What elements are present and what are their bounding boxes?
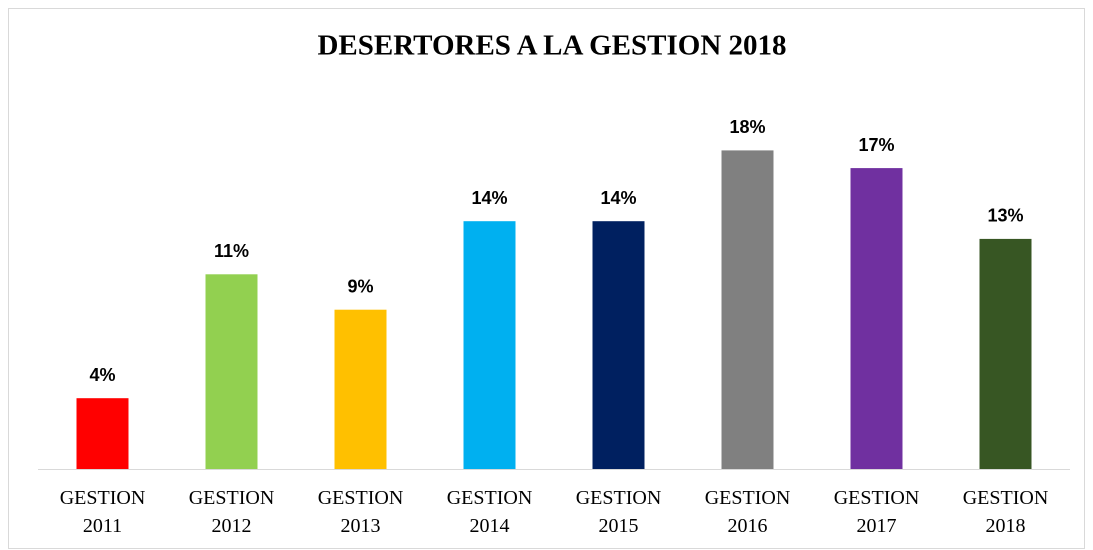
data-label: 17% (858, 135, 894, 155)
x-tick-label: GESTION 2018 (962, 487, 1049, 537)
bar (463, 221, 516, 469)
chart-title: DESERTORES A LA GESTION 2018 (317, 30, 786, 62)
x-tick-label: GESTION 2017 (833, 487, 920, 537)
x-tick-label: GESTION 2012 (188, 487, 275, 537)
x-tick-label: GESTION 2011 (59, 487, 146, 537)
x-tick-label: GESTION 2015 (575, 487, 662, 537)
data-label: 18% (729, 117, 765, 137)
bar (979, 238, 1032, 469)
x-tick-label: GESTION 2013 (317, 487, 404, 537)
data-label: 11% (214, 241, 249, 261)
data-label: 14% (471, 188, 507, 208)
x-tick-label: GESTION 2014 (446, 487, 533, 537)
data-label: 14% (600, 188, 636, 208)
chart-frame (8, 8, 1085, 549)
x-tick-label: GESTION 2016 (704, 487, 791, 537)
bar (721, 150, 774, 469)
bar (205, 274, 258, 469)
bar (334, 309, 387, 469)
data-label: 13% (987, 206, 1023, 226)
bar (850, 168, 903, 469)
bar (592, 221, 645, 469)
data-label: 4% (89, 365, 115, 385)
bar (76, 398, 129, 469)
data-label: 9% (347, 276, 373, 296)
